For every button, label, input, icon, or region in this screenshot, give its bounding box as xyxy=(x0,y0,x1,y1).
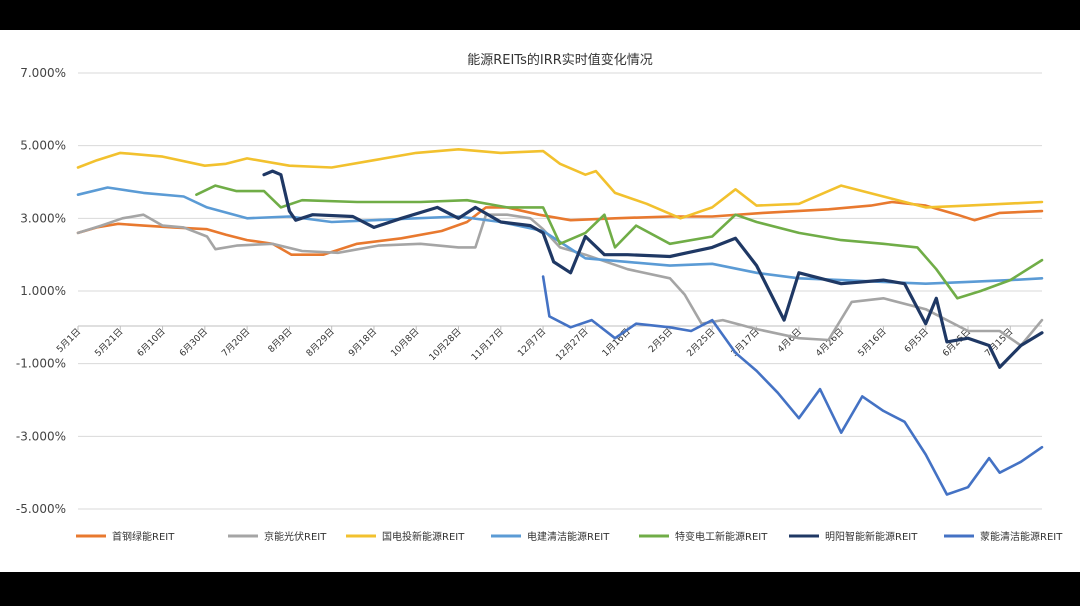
x-tick-label: 2月5日 xyxy=(646,326,675,355)
grid-lines xyxy=(78,72,1042,510)
y-tick-label: -5.000% xyxy=(16,502,66,516)
series-lines xyxy=(76,148,1044,496)
x-tick-label: 12月27日 xyxy=(554,326,591,363)
series-line-3 xyxy=(76,148,1044,220)
legend-label: 蒙能清洁能源REIT xyxy=(980,530,1063,543)
x-tick-label: 8月29日 xyxy=(304,326,337,359)
x-tick-label: 12月7日 xyxy=(516,326,549,359)
x-tick-label: 10月28日 xyxy=(427,326,464,363)
series-line-4 xyxy=(76,186,1044,285)
x-tick-label: 5月1日 xyxy=(55,326,84,355)
chart-canvas: 能源REITs的IRR实时值变化情况 7.000% 5.000% 3.000% 1.0… xyxy=(0,30,1080,572)
x-tick-label: 6月5日 xyxy=(902,326,931,355)
line-chart: 能源REITs的IRR实时值变化情况 7.000% 5.000% 3.000% 1.0… xyxy=(16,52,1063,543)
x-tick-label: 6月30日 xyxy=(177,326,210,359)
legend-label: 明阳智能新能源REIT xyxy=(825,530,918,543)
y-tick-label: 1.000% xyxy=(20,284,66,298)
x-tick-label: 3月17日 xyxy=(729,326,762,359)
x-tick-label: 4月6日 xyxy=(775,326,804,355)
legend-label: 国电投新能源REIT xyxy=(382,530,465,543)
series-line-5 xyxy=(195,184,1044,300)
x-tick-label: 4月26日 xyxy=(814,326,847,359)
x-tick-label: 8月9日 xyxy=(266,326,295,355)
series-line-2 xyxy=(76,213,1044,347)
x-tick-label: 11月17日 xyxy=(469,326,506,363)
x-tick-label: 5月21日 xyxy=(93,326,126,359)
x-axis-ticks: 5月1日 5月21日 6月10日 6月30日 7月20日 8月9日 8月29日 9月18日 10… xyxy=(55,326,1015,363)
y-tick-label: -1.000% xyxy=(16,357,66,371)
series-line-1 xyxy=(76,200,1044,256)
series-line-7 xyxy=(541,275,1044,496)
y-tick-label: 5.000% xyxy=(20,139,66,153)
y-axis-ticks: 7.000% 5.000% 3.000% 1.000% -1.000% -3.000% -5… xyxy=(16,66,66,516)
x-tick-label: 7月20日 xyxy=(220,326,253,359)
series-line-6 xyxy=(262,169,1044,369)
legend-label: 首钢绿能REIT xyxy=(112,530,175,543)
y-tick-label: -3.000% xyxy=(16,429,66,443)
legend: 首钢绿能REIT 京能光伏REIT 国电投新能源REIT 电建清洁能源REIT 特变电工… xyxy=(76,530,1063,543)
x-tick-label: 5月16日 xyxy=(856,326,889,359)
y-tick-label: 3.000% xyxy=(20,211,66,225)
legend-label: 特变电工新能源REIT xyxy=(675,530,768,543)
x-tick-label: 6月10日 xyxy=(135,326,168,359)
x-tick-label: 10月8日 xyxy=(389,326,422,359)
legend-label: 京能光伏REIT xyxy=(264,530,327,543)
x-tick-label: 9月18日 xyxy=(346,326,379,359)
y-tick-label: 7.000% xyxy=(20,66,66,80)
legend-label: 电建清洁能源REIT xyxy=(527,530,610,543)
chart-title: 能源REITs的IRR实时值变化情况 xyxy=(467,52,653,68)
